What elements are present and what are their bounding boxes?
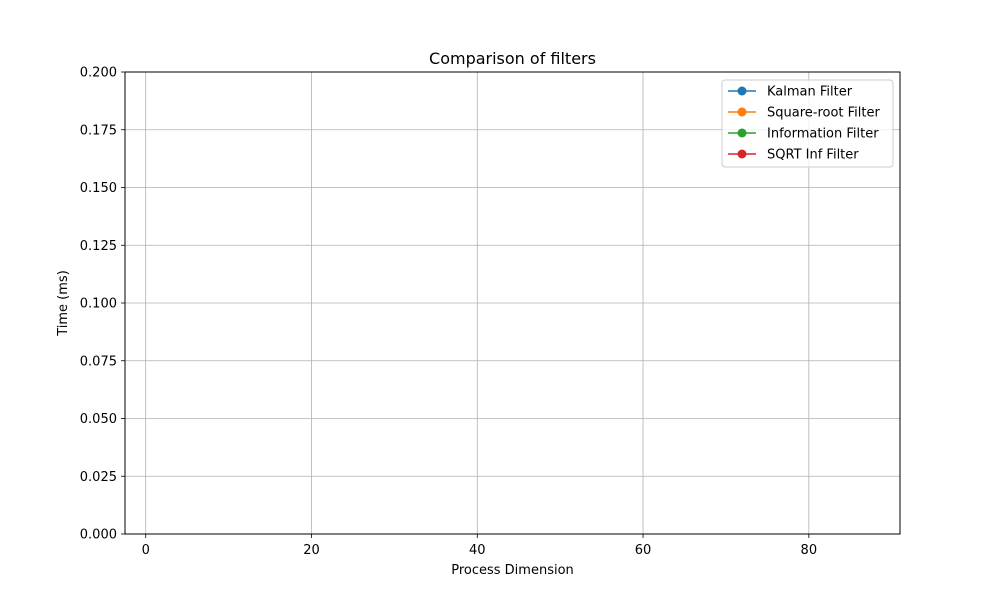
legend-marker	[737, 86, 747, 96]
x-tick-label: 60	[635, 543, 652, 558]
x-axis: 0 20 40 60 80	[142, 534, 818, 558]
y-tick-label: 0.125	[80, 239, 117, 254]
legend-marker	[737, 149, 747, 159]
x-axis-title: Process Dimension	[451, 563, 574, 578]
legend-box	[721, 79, 894, 168]
y-tick-label: 0.200	[80, 66, 117, 81]
legend-item: Square-root Filter	[728, 106, 881, 121]
y-axis: 0.000 0.025 0.050 0.075 0.100 0.125 0.150 0.175…	[80, 66, 125, 543]
legend-item: Information Filter	[728, 127, 879, 142]
y-axis-title: Time (ms)	[56, 270, 71, 337]
legend-marker	[737, 128, 747, 138]
legend-label: Square-root Filter	[767, 106, 881, 121]
y-tick-label: 0.150	[80, 181, 117, 196]
y-tick-label: 0.025	[80, 470, 117, 485]
legend-item: Kalman Filter	[728, 85, 853, 100]
y-tick-label: 0.100	[80, 297, 117, 312]
x-tick-label: 80	[801, 543, 818, 558]
legend-label: Kalman Filter	[767, 85, 853, 100]
legend-label: SQRT Inf Filter	[767, 148, 859, 163]
x-tick-label: 40	[469, 543, 486, 558]
y-tick-label: 0.050	[80, 412, 117, 427]
legend-item: SQRT Inf Filter	[728, 148, 859, 163]
x-tick-label: 0	[142, 543, 150, 558]
chart-title: Comparison of filters	[429, 49, 596, 68]
y-tick-label: 0.075	[80, 354, 117, 369]
y-tick-label: 0.000	[80, 528, 117, 543]
legend: Kalman Filter Square-root Filter Informati…	[721, 79, 894, 168]
legend-marker	[737, 107, 747, 117]
y-tick-label: 0.175	[80, 123, 117, 138]
x-tick-label: 20	[303, 543, 320, 558]
legend-label: Information Filter	[767, 127, 879, 142]
